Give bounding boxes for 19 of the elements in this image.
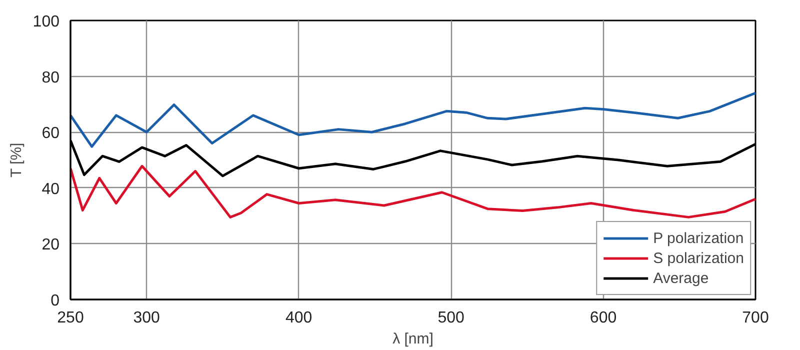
x-axis-title: λ [nm] (392, 330, 434, 348)
line-series (70, 92, 756, 148)
x-tick-label: 300 (133, 310, 160, 326)
x-tick-label: 500 (438, 310, 465, 326)
y-tick-label: 20 (42, 236, 60, 254)
x-tick-label: 700 (742, 310, 769, 326)
x-tick-label: 250 (57, 310, 84, 326)
y-tick-label: 60 (42, 125, 60, 142)
y-axis-title: T [%] (8, 142, 25, 178)
x-tick-label: 600 (590, 310, 617, 326)
x-tick-label: 400 (285, 310, 312, 326)
legend-label: Average (653, 270, 709, 286)
y-tick-label: 40 (42, 180, 60, 198)
y-tick-label: 0 (50, 292, 60, 310)
y-tick-label: 80 (42, 69, 60, 86)
line-series (70, 164, 756, 218)
legend-label: S polarization (653, 250, 744, 266)
legend-label: P polarization (653, 230, 744, 246)
y-tick-label: 100 (32, 14, 60, 30)
